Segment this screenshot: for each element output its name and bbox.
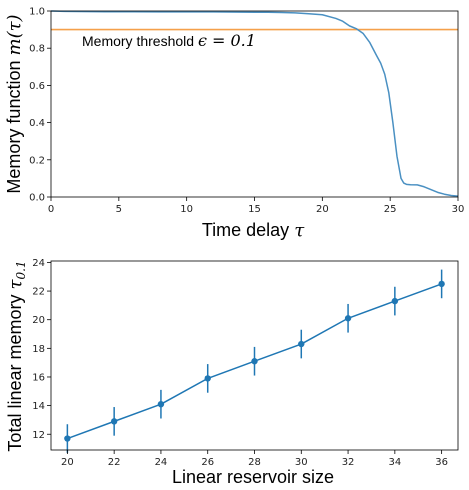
memory-function-x-axis-label: Time delay τ xyxy=(202,220,305,241)
memory-function-line xyxy=(50,10,459,197)
y-tick-label: 14 xyxy=(32,401,45,412)
y-tick-label: 16 xyxy=(32,372,45,383)
threshold-annotation: Memory threshold ϵ = 0.1 xyxy=(82,31,256,50)
y-tick-label: 12 xyxy=(32,430,45,441)
total-linear-memory-marks xyxy=(64,269,445,453)
x-tick-label: 34 xyxy=(388,457,401,468)
x-tick-label: 28 xyxy=(248,457,261,468)
x-tick-label: 26 xyxy=(201,457,214,468)
plot-frame xyxy=(50,260,459,451)
data-point xyxy=(298,340,305,348)
y-tick-label: 20 xyxy=(32,315,45,326)
memory-function-ticks: 0 5 10 15 20 25 30 0.0 0.2 0.4 0.6 0.8 1.0 xyxy=(29,7,464,216)
total-linear-memory-chart: 20 22 24 26 28 30 32 34 36 12 14 16 18 20 22 24 Linear … xyxy=(5,258,459,487)
x-tick-label: 0 xyxy=(48,204,54,215)
data-point xyxy=(344,315,352,322)
data-point xyxy=(157,400,165,408)
y-tick-label: 0.6 xyxy=(29,81,45,92)
total-linear-memory-x-axis-label: Linear reservoir size xyxy=(172,467,334,487)
data-point xyxy=(391,297,399,305)
y-tick-label: 0.2 xyxy=(29,155,45,166)
data-point xyxy=(251,358,258,365)
memory-function-axes-frame xyxy=(50,10,459,198)
x-tick-label: 15 xyxy=(248,204,261,215)
memory-function-y-axis-label: Memory function m(τ) xyxy=(4,14,25,193)
data-point xyxy=(110,418,118,425)
x-tick-label: 22 xyxy=(108,457,121,468)
x-tick-label: 32 xyxy=(342,457,355,468)
x-tick-label: 10 xyxy=(180,204,193,215)
x-tick-label: 36 xyxy=(435,457,448,468)
data-point xyxy=(64,435,71,442)
x-tick-label: 5 xyxy=(116,204,122,215)
y-tick-label: 0.4 xyxy=(29,118,45,129)
plot-frame xyxy=(50,10,459,198)
x-tick-label: 20 xyxy=(316,204,329,215)
memory-function-chart: 0 5 10 15 20 25 30 0.0 0.2 0.4 0.6 0.8 1.0 Memory th… xyxy=(4,7,464,242)
x-tick-label: 30 xyxy=(452,204,465,215)
total-linear-memory-ticks: 20 22 24 26 28 30 32 34 36 12 14 16 18 20 22 24 xyxy=(32,258,448,468)
x-tick-label: 30 xyxy=(295,457,308,468)
total-linear-memory-axes-frame xyxy=(50,260,459,451)
data-point xyxy=(438,280,445,288)
x-tick-label: 20 xyxy=(61,457,74,468)
memory-function-marks xyxy=(50,10,459,197)
total-linear-memory-y-axis-label: Total linear memory τ0.1 xyxy=(5,260,28,451)
y-tick-label: 18 xyxy=(32,344,45,355)
y-tick-label: 22 xyxy=(32,287,45,298)
y-tick-label: 0.8 xyxy=(29,44,45,55)
x-tick-label: 25 xyxy=(384,204,397,215)
y-tick-label: 1.0 xyxy=(29,7,45,18)
data-point xyxy=(204,375,211,382)
y-tick-label: 24 xyxy=(32,258,45,269)
y-tick-label: 0.0 xyxy=(29,193,45,204)
x-tick-label: 24 xyxy=(155,457,168,468)
